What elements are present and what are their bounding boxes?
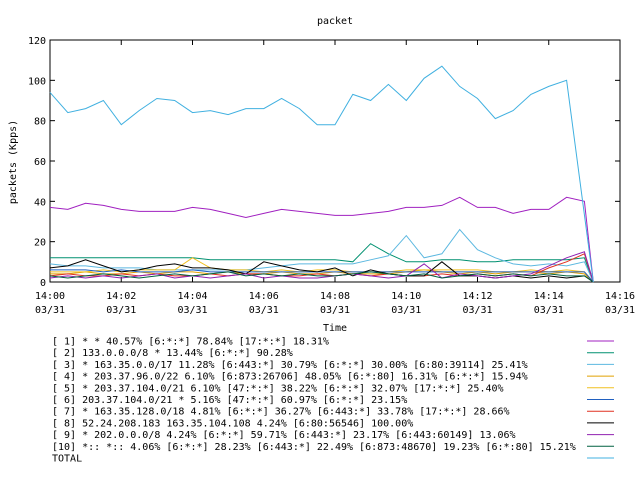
series-lines [49,65,594,283]
x-tick-label: 14:14 [534,291,564,302]
y-tick-label: 80 [34,117,46,128]
x-tick-date: 03/31 [249,305,279,316]
legend-label: [ 4] * 203.37.96.0/22 6.10% [6:873:26706… [52,372,528,383]
plot-area: 0 20 40 60 80 100 120 14:00 03/31 14:02 03/31 14:04… [28,36,635,316]
y-tick-label: 40 [34,197,46,208]
x-tick-date: 03/31 [534,305,564,316]
series-line [50,243,594,283]
x-tick-date: 03/31 [605,305,635,316]
chart-title: packet [317,16,353,27]
legend-label: [ 7] * 163.35.128.0/18 4.81% [6:*:*] 36.… [52,407,510,418]
x-tick-label: 14:12 [462,291,492,302]
plot-border [49,39,621,283]
series-line [49,228,594,283]
legend-label: [10] *:: *:: 4.06% [6:*:*] 28.23% [6:443… [52,442,576,453]
y-tick-label: 60 [34,157,46,168]
x-tick-date: 03/31 [391,305,421,316]
x-tick-date: 03/31 [177,305,207,316]
y-tick-label: 100 [28,76,46,87]
x-tick-label: 14:04 [177,291,207,302]
legend-label: TOTAL [52,454,82,465]
x-tick-label: 14:08 [320,291,350,302]
x-tick-label: 14:02 [106,291,136,302]
legend-label: [ 1] * * 40.57% [6:*:*] 78.84% [17:*:*] … [52,337,329,348]
legend-label: [ 2] 133.0.0.0/8 * 13.44% [6:*:*] 90.28% [52,348,293,359]
x-tick-date: 03/31 [462,305,492,316]
legend-label: [ 6] 203.37.104.0/21 * 5.16% [47:*:*] 60… [52,395,407,406]
x-tick-label: 14:10 [391,291,421,302]
legend-label: [ 8] 52.24.208.183 163.35.104.108 4.24% … [52,418,413,429]
legend-label: [ 9] * 202.0.0.0/8 4.24% [6:*:*] 59.71% … [52,430,516,441]
series-line [50,269,594,283]
x-tick-label: 14:06 [249,291,279,302]
series-line [49,271,594,283]
series-line [49,251,594,283]
y-axis-label: packets (Kpps) [8,120,19,204]
legend-label: [ 3] * 163.35.0.0/17 11.28% [6:443:*] 30… [52,360,528,371]
y-tick-label: 120 [28,36,46,47]
series-line [50,257,594,283]
series-line [49,65,594,283]
x-tick-date: 03/31 [106,305,136,316]
legend-label: [ 5] * 203.37.104.0/21 6.10% [47:*:*] 38… [52,383,504,394]
legend: [ 1] * * 40.57% [6:*:*] 78.84% [17:*:*] … [52,337,614,465]
x-tick-date: 03/31 [35,305,65,316]
series-line [49,196,594,283]
y-tick-label: 0 [40,278,46,289]
x-axis-label: Time [323,323,347,334]
x-tick-label: 14:00 [35,291,65,302]
x-tick-date: 03/31 [320,305,350,316]
x-tick-label: 14:16 [605,291,635,302]
y-tick-label: 20 [34,238,46,249]
